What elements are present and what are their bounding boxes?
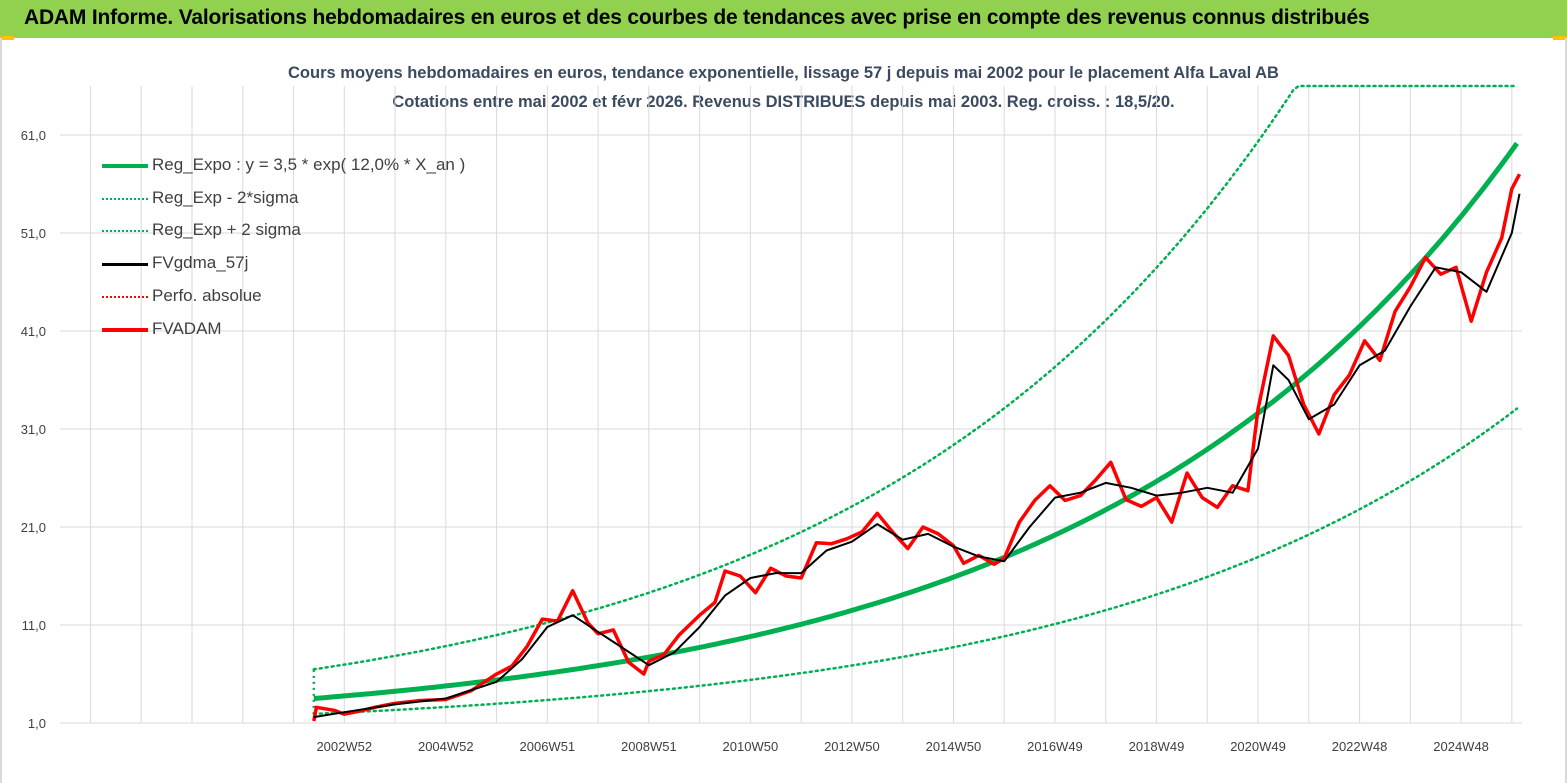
report-banner: ADAM Informe. Valorisations hebdomadaire… bbox=[0, 0, 1567, 38]
legend-label: FVADAM bbox=[152, 318, 222, 338]
chart-area bbox=[0, 38, 1567, 783]
y-tick-label: 11,0 bbox=[22, 618, 46, 633]
x-tick-label: 2006W51 bbox=[520, 739, 576, 754]
x-tick-label: 2016W49 bbox=[1027, 739, 1083, 754]
report-banner-title: ADAM Informe. Valorisations hebdomadaire… bbox=[24, 6, 1370, 29]
y-tick-label: 21,0 bbox=[21, 520, 46, 535]
x-tick-label: 2022W48 bbox=[1332, 739, 1388, 754]
series-reg-exp-plus-2-sigma bbox=[312, 84, 1519, 671]
y-tick-label: 41,0 bbox=[21, 324, 46, 339]
legend-swatch bbox=[102, 327, 148, 332]
x-tick-label: 2008W51 bbox=[621, 739, 677, 754]
y-tick-label: 31,0 bbox=[21, 422, 46, 437]
legend-swatch bbox=[102, 295, 148, 298]
series-reg-exp-minus-2-sigma bbox=[312, 407, 1519, 716]
y-tick-label: 51,0 bbox=[21, 226, 46, 241]
legend-swatch bbox=[102, 230, 148, 233]
corner-mark-left bbox=[0, 36, 14, 40]
x-tick-label: 2010W50 bbox=[723, 739, 779, 754]
legend-swatch bbox=[102, 197, 148, 200]
legend-label: Reg_Expo : y = 3,5 * exp( 12,0% * X_an ) bbox=[152, 155, 466, 174]
x-tick-label: 2002W52 bbox=[316, 739, 372, 754]
series-reg-expo bbox=[313, 141, 1519, 701]
chart-title-line-2: Cotations entre mai 2002 et févr 2026. R… bbox=[392, 93, 1175, 111]
legend-swatch bbox=[102, 164, 148, 168]
y-tick-label: 1,0 bbox=[28, 716, 46, 731]
x-tick-label: 2020W49 bbox=[1230, 739, 1286, 754]
chart-title-line-1: Cours moyens hebdomadaires en euros, ten… bbox=[288, 64, 1279, 82]
legend-label: Reg_Exp + 2 sigma bbox=[152, 220, 301, 240]
legend-label: Reg_Exp - 2*sigma bbox=[152, 187, 299, 207]
legend-label: Perfo. absolue bbox=[152, 285, 262, 305]
x-tick-label: 2014W50 bbox=[926, 739, 982, 754]
legend-label: FVgdma_57j bbox=[152, 253, 249, 273]
legend-swatch bbox=[102, 263, 148, 267]
x-tick-label: 2012W50 bbox=[824, 739, 880, 754]
x-tick-label: 2004W52 bbox=[418, 739, 474, 754]
series-fvadam bbox=[312, 173, 1522, 722]
series-fvgdma-57j bbox=[313, 193, 1521, 719]
x-tick-label: 2018W49 bbox=[1129, 739, 1185, 754]
x-tick-label: 2024W48 bbox=[1433, 739, 1489, 754]
y-tick-label: 61,0 bbox=[21, 128, 46, 143]
corner-mark-right bbox=[1553, 36, 1567, 40]
